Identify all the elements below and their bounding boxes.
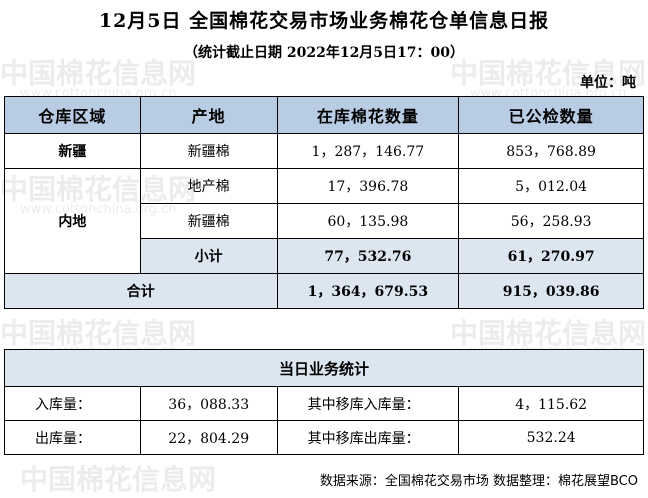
watermark-text: 中国棉花信息网 — [20, 463, 217, 496]
table-header-row: 仓库区域 产地 在库棉花数量 已公检数量 — [4, 96, 644, 134]
stock-cell: 17，396.78 — [276, 168, 460, 204]
daily-table-title: 当日业务统计 — [4, 349, 644, 387]
stock-cell: 60，135.98 — [276, 203, 460, 239]
daily-business-table: 当日业务统计 入库量： 36，088.33 其中移库入库量： 4，115.62 … — [4, 349, 644, 455]
subtotal-inspected: 61，270.97 — [458, 238, 644, 274]
transfer-outbound-label: 其中移库出库量： — [276, 420, 460, 455]
inbound-label: 入库量： — [4, 386, 141, 421]
watermark-text: 中国棉花信息网 — [450, 317, 647, 350]
region-inland: 内地 — [4, 168, 141, 274]
warehouse-receipt-table: 仓库区域 产地 在库棉花数量 已公检数量 新疆 新疆棉 1，287，146.77… — [4, 96, 644, 309]
inspected-cell: 853，768.89 — [458, 133, 644, 169]
inspected-cell: 56，258.93 — [458, 203, 644, 239]
origin-cell: 新疆棉 — [139, 133, 278, 169]
outbound-label: 出库量： — [4, 420, 141, 455]
watermark-text: 中国棉花信息网 — [0, 317, 197, 350]
inbound-value: 36，088.33 — [139, 386, 278, 421]
table-row: 内地 地产棉 17，396.78 5，012.04 — [4, 168, 644, 274]
table-row: 新疆棉 60，135.98 56，258.93 — [5, 203, 644, 239]
page-subtitle: （统计截止日期 2022年12月5日17：00） — [183, 45, 465, 61]
total-inspected: 915，039.86 — [458, 273, 644, 309]
origin-cell: 新疆棉 — [139, 203, 278, 239]
table-row: 入库量： 36，088.33 其中移库入库量： 4，115.62 — [4, 386, 644, 421]
inspected-cell: 5，012.04 — [458, 168, 644, 204]
unit-label: 单位：吨 — [580, 75, 636, 91]
data-source-note: 数据来源：全国棉花交易市场 数据整理：棉花展望BCO — [319, 474, 638, 489]
transfer-inbound-value: 4，115.62 — [458, 386, 644, 421]
outbound-value: 22，804.29 — [139, 420, 278, 455]
region-xinjiang: 新疆 — [4, 133, 141, 169]
subtotal-stock: 77，532.76 — [276, 238, 460, 274]
daily-table-header: 当日业务统计 — [4, 349, 644, 387]
table-row: 新疆 新疆棉 1，287，146.77 853，768.89 — [4, 133, 644, 169]
header-stock: 在库棉花数量 — [276, 96, 460, 134]
subtotal-label: 小计 — [139, 238, 278, 274]
total-label: 合计 — [4, 273, 278, 309]
header-inspected: 已公检数量 — [458, 96, 644, 134]
subtotal-row: 小计 77，532.76 61，270.97 — [5, 238, 644, 274]
transfer-inbound-label: 其中移库入库量： — [276, 386, 460, 421]
stock-cell: 1，287，146.77 — [276, 133, 460, 169]
total-stock: 1，364，679.53 — [276, 273, 460, 309]
transfer-outbound-value: 532.24 — [458, 420, 644, 455]
page-title: 12月5日 全国棉花交易市场业务棉花仓单信息日报 — [98, 10, 550, 32]
header-origin: 产地 — [139, 96, 278, 134]
header-region: 仓库区域 — [4, 96, 141, 134]
total-row: 合计 1，364，679.53 915，039.86 — [4, 273, 644, 309]
table-row: 出库量： 22，804.29 其中移库出库量： 532.24 — [4, 420, 644, 455]
origin-cell: 地产棉 — [139, 168, 278, 204]
